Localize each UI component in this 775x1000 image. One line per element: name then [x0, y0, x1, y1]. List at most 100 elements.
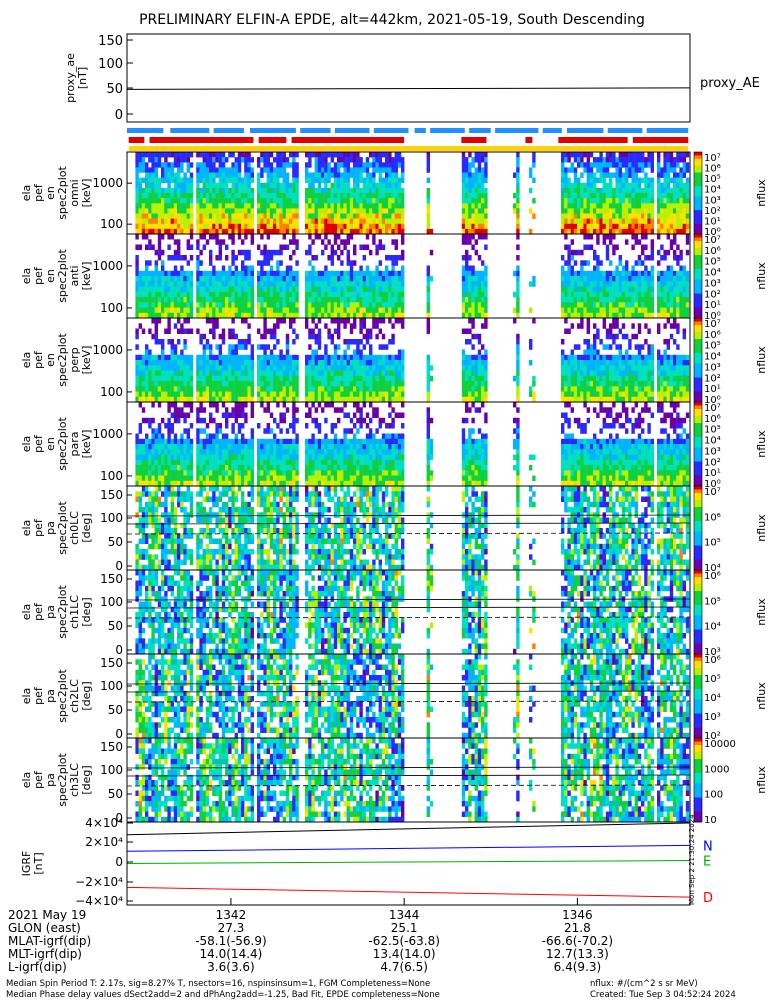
heatmap-cell — [644, 370, 648, 376]
heatmap-cell — [625, 187, 629, 194]
heatmap-cell — [461, 187, 466, 194]
heatmap-cell — [349, 328, 354, 334]
heatmap-cell — [657, 172, 661, 178]
colorbar-segment — [694, 179, 702, 184]
heatmap-cell — [602, 344, 606, 350]
heatmap-cell — [673, 255, 677, 261]
heatmap-cell — [401, 228, 405, 235]
heatmap-cell — [170, 198, 174, 204]
heatmap-cell — [330, 396, 334, 403]
heatmap-cell — [231, 328, 235, 334]
heatmap-cell — [573, 302, 578, 308]
heatmap-cell — [212, 396, 216, 403]
heatmap-cell — [650, 203, 654, 209]
heatmap-cell — [228, 333, 232, 340]
heatmap-cell — [285, 307, 290, 313]
heatmap-cell — [567, 307, 571, 313]
heatmap-cell — [634, 370, 638, 376]
heatmap-cell — [666, 157, 670, 163]
heatmap-cell — [599, 339, 603, 345]
heatmap-cell — [375, 203, 379, 209]
heatmap-cell — [164, 286, 168, 292]
heatmap-cell — [372, 386, 376, 392]
heatmap-cell — [605, 328, 610, 334]
heatmap-cell — [289, 187, 293, 194]
heatmap-cell — [516, 297, 520, 303]
heatmap-cell — [237, 228, 242, 235]
heatmap-cell — [205, 286, 210, 292]
heatmap-cell — [209, 198, 213, 204]
heatmap-1 — [135, 152, 690, 235]
heatmap-cell — [628, 157, 632, 163]
heatmap-cell — [468, 386, 472, 392]
heatmap-cell — [465, 208, 469, 214]
heatmap-cell — [260, 375, 264, 382]
heatmap-cell — [343, 375, 347, 382]
heatmap-cell — [596, 213, 600, 219]
heatmap-cell — [205, 182, 210, 189]
heatmap-cell — [282, 162, 286, 168]
heatmap-cell — [273, 312, 277, 319]
heatmap-cell — [621, 187, 626, 194]
heatmap-cell — [621, 286, 626, 292]
heatmap-cell — [157, 228, 162, 235]
heatmap-cell — [471, 286, 475, 292]
heatmap-cell — [327, 223, 331, 230]
heatmap-cell — [164, 177, 168, 183]
heatmap-cell — [321, 291, 325, 298]
heatmap-cell — [381, 167, 386, 173]
heatmap-cell — [221, 223, 226, 230]
heatmap-cell — [202, 270, 206, 277]
heatmap-cell — [324, 213, 328, 219]
heatmap-cell — [221, 339, 226, 345]
heatmap-cell — [474, 239, 478, 245]
heatmap-cell — [202, 307, 206, 313]
heatmap-cell — [577, 307, 581, 313]
heatmap-cell — [471, 177, 475, 183]
heatmap-cell — [612, 297, 616, 303]
heatmap-cell — [170, 391, 174, 397]
heatmap-cell — [663, 218, 667, 224]
heatmap-cell — [135, 223, 139, 230]
heatmap-cell — [317, 286, 322, 292]
heatmap-cell — [250, 386, 254, 392]
heatmap-cell — [244, 234, 248, 240]
heatmap-cell — [157, 198, 162, 204]
heatmap-cell — [292, 187, 296, 194]
heatmap-cell — [327, 360, 331, 366]
heatmap-cell — [401, 213, 405, 219]
heatmap-cell — [138, 157, 142, 163]
heatmap-cell — [170, 228, 174, 235]
heatmap-cell — [631, 276, 635, 282]
heatmap-cell — [183, 281, 187, 287]
heatmap-cell — [359, 172, 363, 178]
heatmap-cell — [618, 223, 622, 230]
heatmap-cell — [218, 244, 222, 250]
heatmap-cell — [612, 228, 616, 235]
heatmap-cell — [279, 276, 283, 282]
heatmap-cell — [468, 286, 472, 292]
heatmap-cell — [615, 307, 619, 313]
heatmap-cell — [388, 157, 392, 163]
heatmap-cell — [209, 291, 213, 298]
heatmap-cell — [615, 270, 619, 277]
heatmap-cell — [516, 162, 520, 168]
heatmap-cell — [577, 213, 581, 219]
heatmap-cell — [237, 370, 242, 376]
heatmap-cell — [247, 339, 251, 345]
heatmap-cell — [388, 208, 392, 214]
heatmap-cell — [362, 187, 366, 194]
heatmap-cell — [231, 152, 235, 158]
heatmap-cell — [257, 328, 261, 334]
heatmap-cell — [685, 312, 690, 319]
heatmap-cell — [266, 152, 270, 158]
heatmap-cell — [349, 167, 354, 173]
heatmap-cell — [461, 386, 466, 392]
heatmap-cell — [516, 234, 520, 240]
heatmap-cell — [615, 391, 619, 397]
heatmap-cell — [461, 302, 466, 308]
heatmap-cell — [308, 157, 312, 163]
heatmap-cell — [154, 193, 158, 199]
heatmap-cell — [154, 213, 158, 219]
heatmap-cell — [362, 223, 366, 230]
